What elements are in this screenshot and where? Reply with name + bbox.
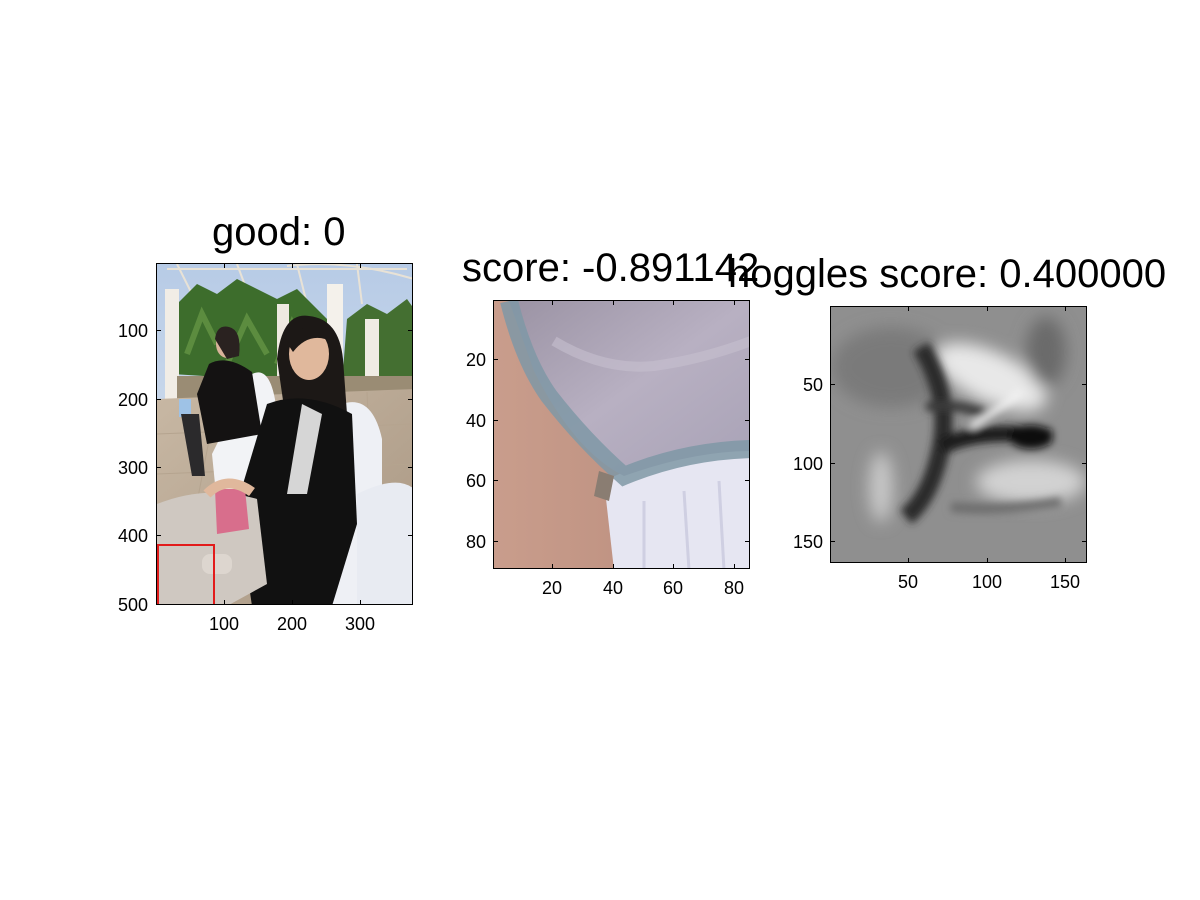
- crop-ticks: [493, 300, 750, 569]
- hoggles-ytick-label: 150: [792, 532, 823, 552]
- crop-ytick-label: 60: [465, 471, 486, 491]
- hoggles-ytick-label: 50: [802, 375, 823, 395]
- hoggles-xtick-label: 50: [897, 572, 919, 592]
- detection-bbox: [157, 544, 215, 604]
- crop-xtick-label: 40: [602, 578, 624, 598]
- crop-xtick-label: 20: [541, 578, 563, 598]
- crop-ytick-label: 40: [465, 411, 486, 431]
- photo-xtick-label: 300: [344, 614, 376, 634]
- crop-panel-title: score: -0.891142: [462, 246, 760, 290]
- hoggles-panel-title: hoggles score: 0.400000: [728, 252, 1167, 296]
- crop-xtick-label: 60: [662, 578, 684, 598]
- photo-panel-title: good: 0: [212, 210, 346, 254]
- crop-xtick-label: 80: [723, 578, 745, 598]
- crop-image: [494, 301, 749, 568]
- photo-xtick-label: 100: [208, 614, 240, 634]
- hoggles-image: [831, 307, 1086, 562]
- photo-ytick-label: 300: [117, 458, 148, 478]
- photo-ytick-label: 500: [117, 595, 148, 615]
- photo-ytick-label: 400: [117, 526, 148, 546]
- crop-ytick-label: 80: [465, 532, 486, 552]
- photo-axes: [156, 263, 413, 605]
- hoggles-ticks: [830, 306, 1087, 563]
- crop-ytick-label: 20: [465, 350, 486, 370]
- hoggles-axes: [830, 306, 1087, 563]
- crop-axes: [493, 300, 750, 569]
- photo-xtick-label: 200: [276, 614, 308, 634]
- photo-ytick-label: 100: [117, 321, 148, 341]
- hoggles-xtick-label: 100: [971, 572, 1003, 592]
- photo-image: [157, 264, 412, 604]
- hoggles-ytick-label: 100: [792, 454, 823, 474]
- photo-ytick-label: 200: [117, 390, 148, 410]
- photo-ticks: [156, 263, 413, 605]
- hoggles-xtick-label: 150: [1049, 572, 1081, 592]
